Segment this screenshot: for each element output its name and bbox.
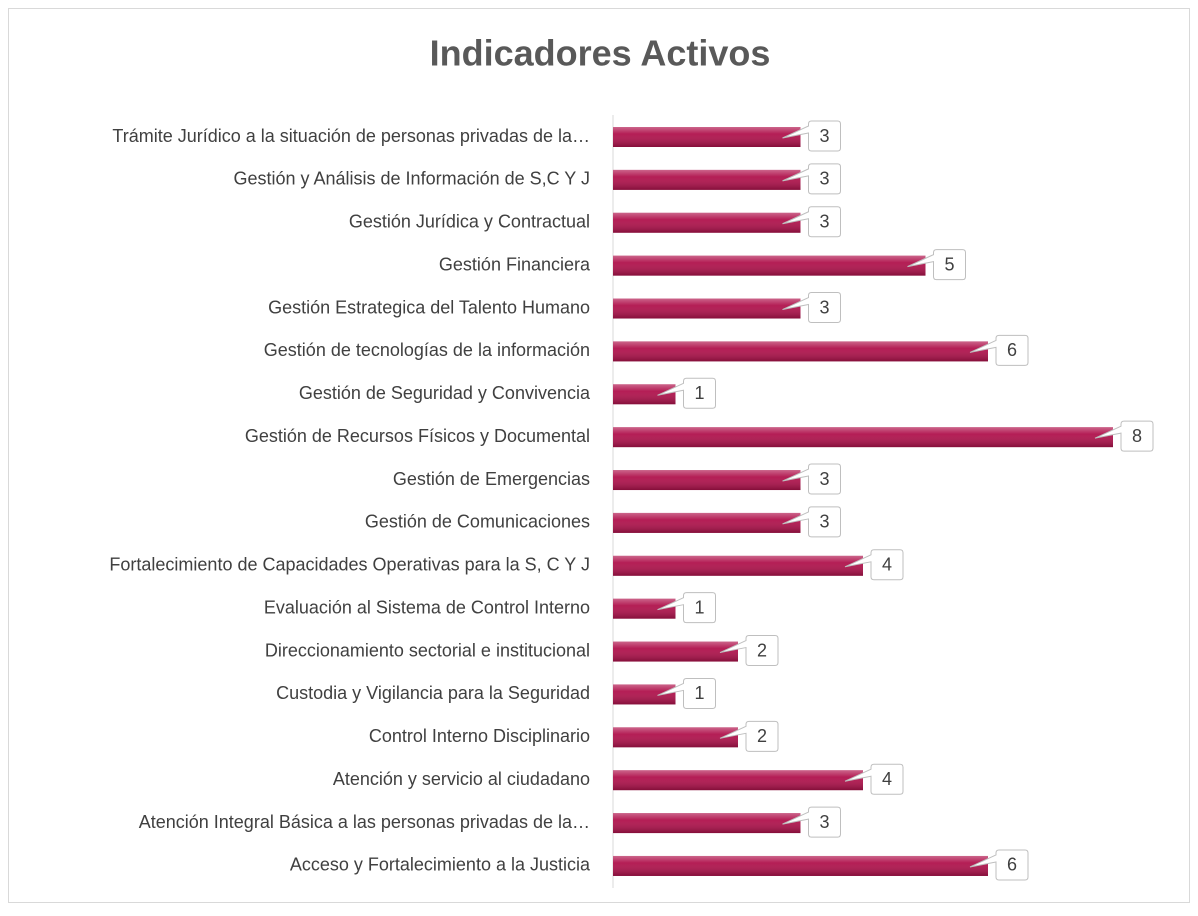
- data-label-callout: [969, 334, 1029, 366]
- bar-shine: [613, 470, 801, 491]
- chart-frame: [8, 8, 1190, 903]
- y-tick-label: Gestión y Análisis de Información de S,C…: [233, 169, 590, 189]
- data-label-callout: [844, 549, 904, 581]
- y-tick-label: Gestión de Comunicaciones: [365, 512, 590, 532]
- data-label: 6: [1007, 855, 1017, 875]
- data-label-callout: [719, 635, 779, 667]
- data-label: 2: [757, 640, 767, 660]
- data-label: 3: [819, 212, 829, 232]
- bar-shine: [613, 855, 988, 876]
- y-tick-label: Fortalecimiento de Capacidades Operativa…: [109, 555, 590, 575]
- bar-shine: [613, 727, 738, 748]
- y-tick-label: Gestión Financiera: [439, 254, 591, 274]
- bar-shine: [613, 770, 863, 791]
- data-label: 4: [882, 769, 892, 789]
- data-label: 3: [819, 126, 829, 146]
- bar-shine: [613, 813, 801, 834]
- y-tick-label: Gestión de Emergencias: [393, 469, 590, 489]
- data-label: 1: [694, 383, 704, 403]
- data-label-callout: [782, 163, 841, 195]
- data-label-callout: [782, 806, 841, 838]
- bar-shine: [613, 684, 676, 705]
- data-label: 3: [819, 297, 829, 317]
- bar-shine: [613, 212, 801, 233]
- data-label-callout: [719, 720, 779, 752]
- data-label-callout: [657, 677, 716, 709]
- data-label: 1: [694, 683, 704, 703]
- y-tick-label: Acceso y Fortalecimiento a la Justicia: [290, 855, 591, 875]
- data-label: 8: [1132, 426, 1142, 446]
- y-tick-label: Atención Integral Básica a las personas …: [139, 812, 590, 832]
- data-label: 3: [819, 469, 829, 489]
- y-tick-label: Trámite Jurídico a la situación de perso…: [112, 126, 590, 146]
- bar-shine: [613, 341, 988, 362]
- data-label: 1: [694, 597, 704, 617]
- data-label: 5: [944, 254, 954, 274]
- data-label-callout: [782, 463, 841, 495]
- data-label-callout: [969, 849, 1029, 881]
- bar-shine: [613, 641, 738, 662]
- data-label: 2: [757, 726, 767, 746]
- data-label: 3: [819, 512, 829, 532]
- y-tick-label: Atención y servicio al ciudadano: [333, 769, 590, 789]
- data-label-callout: [657, 377, 716, 409]
- bar-shine: [613, 427, 1113, 448]
- data-label: 6: [1007, 340, 1017, 360]
- y-tick-label: Gestión de tecnologías de la información: [264, 340, 590, 360]
- y-tick-label: Custodia y Vigilancia para la Seguridad: [276, 683, 590, 703]
- data-label-callout: [844, 763, 904, 795]
- chart-title: Indicadores Activos: [430, 33, 771, 74]
- y-tick-label: Control Interno Disciplinario: [369, 726, 590, 746]
- y-tick-label: Gestión de Seguridad y Convivencia: [299, 383, 591, 403]
- data-label-callout: [782, 292, 841, 324]
- bar-shine: [613, 512, 801, 533]
- y-tick-label: Direccionamiento sectorial e institucion…: [265, 640, 590, 660]
- data-label: 4: [882, 555, 892, 575]
- data-label-callout: [782, 206, 841, 238]
- data-label-callout: [782, 120, 841, 152]
- bar-shine: [613, 169, 801, 190]
- bar-shine: [613, 127, 801, 147]
- bar-shine: [613, 298, 801, 319]
- data-label-callout: [782, 506, 841, 538]
- data-label-callout: [1094, 420, 1154, 452]
- data-label-callout: [907, 249, 966, 281]
- y-tick-label: Gestión de Recursos Físicos y Documental: [245, 426, 590, 446]
- bar-shine: [613, 384, 676, 405]
- bar-shine: [613, 555, 863, 576]
- y-tick-label: Gestión Jurídica y Contractual: [349, 212, 590, 232]
- y-tick-label: Evaluación al Sistema de Control Interno: [264, 597, 590, 617]
- data-label: 3: [819, 812, 829, 832]
- data-label-callout: [657, 592, 716, 624]
- y-tick-label: Gestión Estrategica del Talento Humano: [268, 297, 590, 317]
- bar-shine: [613, 598, 676, 619]
- bar-shine: [613, 255, 926, 276]
- data-label: 3: [819, 169, 829, 189]
